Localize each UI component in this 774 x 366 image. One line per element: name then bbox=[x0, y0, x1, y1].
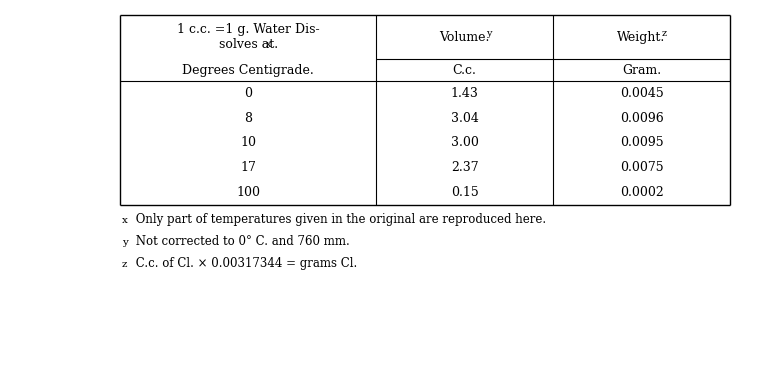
Text: y: y bbox=[122, 238, 128, 247]
Text: x: x bbox=[122, 216, 128, 225]
Text: 0.0075: 0.0075 bbox=[620, 161, 663, 174]
Text: 1.43: 1.43 bbox=[450, 87, 478, 100]
Text: 10: 10 bbox=[240, 137, 256, 149]
Text: 0.15: 0.15 bbox=[450, 186, 478, 199]
Text: 8: 8 bbox=[244, 112, 252, 125]
Text: C.c.: C.c. bbox=[453, 63, 477, 76]
Text: Weight.: Weight. bbox=[618, 30, 666, 44]
Text: z: z bbox=[122, 260, 128, 269]
Text: 0.0002: 0.0002 bbox=[620, 186, 663, 199]
Text: Only part of temperatures given in the original are reproduced here.: Only part of temperatures given in the o… bbox=[132, 213, 546, 226]
Text: Degrees Centigrade.: Degrees Centigrade. bbox=[182, 63, 314, 76]
Text: Not corrected to 0° C. and 760 mm.: Not corrected to 0° C. and 760 mm. bbox=[132, 235, 350, 248]
Text: C.c. of Cl. × 0.00317344 = grams Cl.: C.c. of Cl. × 0.00317344 = grams Cl. bbox=[132, 257, 358, 270]
Text: 3.04: 3.04 bbox=[450, 112, 478, 125]
Text: 17: 17 bbox=[240, 161, 256, 174]
Text: x: x bbox=[266, 40, 272, 49]
Text: Gram.: Gram. bbox=[622, 63, 661, 76]
Text: y: y bbox=[485, 29, 491, 37]
Text: z: z bbox=[662, 29, 666, 37]
Text: 1 c.c. =1 g. Water Dis-
solves at.: 1 c.c. =1 g. Water Dis- solves at. bbox=[176, 23, 320, 51]
Text: 0.0045: 0.0045 bbox=[620, 87, 663, 100]
Text: Volume.: Volume. bbox=[440, 30, 490, 44]
Text: 0.0096: 0.0096 bbox=[620, 112, 663, 125]
Text: 0.0095: 0.0095 bbox=[620, 137, 663, 149]
Text: 0: 0 bbox=[244, 87, 252, 100]
Text: 3.00: 3.00 bbox=[450, 137, 478, 149]
Text: 2.37: 2.37 bbox=[450, 161, 478, 174]
Text: 100: 100 bbox=[236, 186, 260, 199]
